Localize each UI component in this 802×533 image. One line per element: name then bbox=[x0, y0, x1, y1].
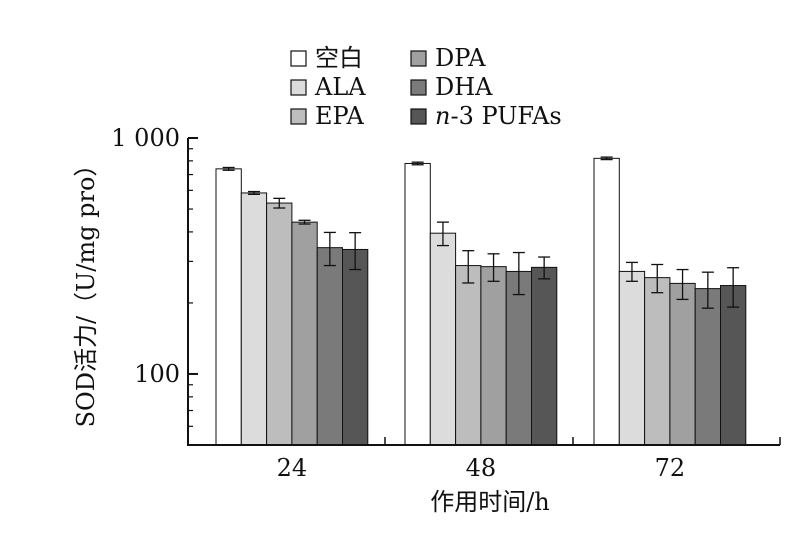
bar-空白-48 bbox=[404, 162, 431, 446]
legend-swatch bbox=[410, 79, 427, 96]
error-bar-DPA-48 bbox=[487, 253, 500, 282]
x-ticks: 24 48 72 bbox=[277, 437, 781, 482]
bar-DPA-72 bbox=[669, 282, 696, 446]
legend-item-DHA: DHA bbox=[410, 73, 493, 101]
bar-n-3-PUFAs-48 bbox=[531, 266, 558, 446]
axes bbox=[187, 138, 780, 446]
bar-ALA-24 bbox=[240, 192, 268, 446]
bar-n-3-PUFAs-72 bbox=[720, 285, 747, 446]
error-bar-空白-48 bbox=[411, 161, 424, 166]
error-bar-ALA-24 bbox=[247, 190, 260, 196]
bar-DHA-48 bbox=[505, 270, 533, 446]
legend-label: EPA bbox=[315, 102, 364, 130]
x-axis-title: 作用时间/h bbox=[430, 488, 550, 516]
bar-DHA-72 bbox=[694, 288, 722, 446]
error-bar-n-3-PUFAs-24 bbox=[349, 232, 362, 271]
error-bar-ALA-48 bbox=[436, 221, 449, 247]
y-tick-label-1000: 1 000 bbox=[111, 124, 180, 152]
bar-n-3-PUFAs-24 bbox=[342, 248, 369, 446]
legend-swatch bbox=[290, 50, 307, 67]
legend-item-DPA: DPA bbox=[410, 44, 486, 72]
x-tick-label-72: 72 bbox=[655, 454, 686, 482]
error-bar-n-3-PUFAs-48 bbox=[538, 256, 551, 280]
legend-swatch bbox=[290, 108, 307, 125]
error-bar-DPA-72 bbox=[676, 268, 689, 301]
y-tick-label-100: 100 bbox=[134, 360, 180, 388]
legend-swatch bbox=[410, 108, 427, 125]
error-bar-空白-24 bbox=[222, 166, 235, 171]
bar-DHA-24 bbox=[316, 247, 344, 446]
bar-EPA-48 bbox=[455, 265, 482, 446]
error-bar-DPA-24 bbox=[298, 219, 311, 225]
legend-label: ALA bbox=[314, 73, 366, 101]
y-axis-title: SOD活力/（U/mg pro） bbox=[72, 153, 100, 428]
bar-空白-72 bbox=[593, 157, 620, 446]
bar-ALA-72 bbox=[618, 270, 646, 446]
y-ticks: 100 1 000 bbox=[111, 124, 198, 427]
error-bar-DHA-72 bbox=[701, 271, 714, 309]
legend-item-ALA: ALA bbox=[290, 73, 366, 101]
legend-swatch bbox=[410, 50, 427, 67]
plot-area bbox=[215, 156, 747, 446]
legend-item-EPA: EPA bbox=[290, 102, 364, 130]
error-bar-n-3-PUFAs-72 bbox=[727, 267, 740, 308]
legend-swatch bbox=[290, 79, 307, 96]
error-bar-ALA-72 bbox=[625, 261, 638, 282]
error-bar-DHA-24 bbox=[323, 231, 336, 267]
error-bar-EPA-48 bbox=[462, 250, 475, 284]
legend-label: DHA bbox=[435, 73, 493, 101]
bar-EPA-24 bbox=[266, 202, 293, 446]
bar-EPA-72 bbox=[644, 277, 671, 446]
legend-label: 空白 bbox=[315, 44, 363, 72]
bar-DPA-48 bbox=[480, 266, 507, 446]
bar-DPA-24 bbox=[291, 221, 318, 446]
legend-label: DPA bbox=[435, 44, 486, 72]
x-tick-label-24: 24 bbox=[277, 454, 308, 482]
legend-item-空白: 空白 bbox=[290, 44, 363, 72]
error-bar-空白-72 bbox=[600, 156, 613, 161]
error-bar-EPA-72 bbox=[651, 263, 664, 294]
x-tick-label-48: 48 bbox=[466, 454, 497, 482]
error-bar-DHA-48 bbox=[512, 251, 525, 296]
bar-ALA-48 bbox=[429, 232, 457, 446]
error-bar-EPA-24 bbox=[273, 197, 286, 209]
legend-item-n-3-PUFAs: n-3 PUFAs bbox=[410, 102, 562, 130]
bar-空白-24 bbox=[215, 168, 242, 446]
legend-label: n-3 PUFAs bbox=[435, 102, 562, 130]
